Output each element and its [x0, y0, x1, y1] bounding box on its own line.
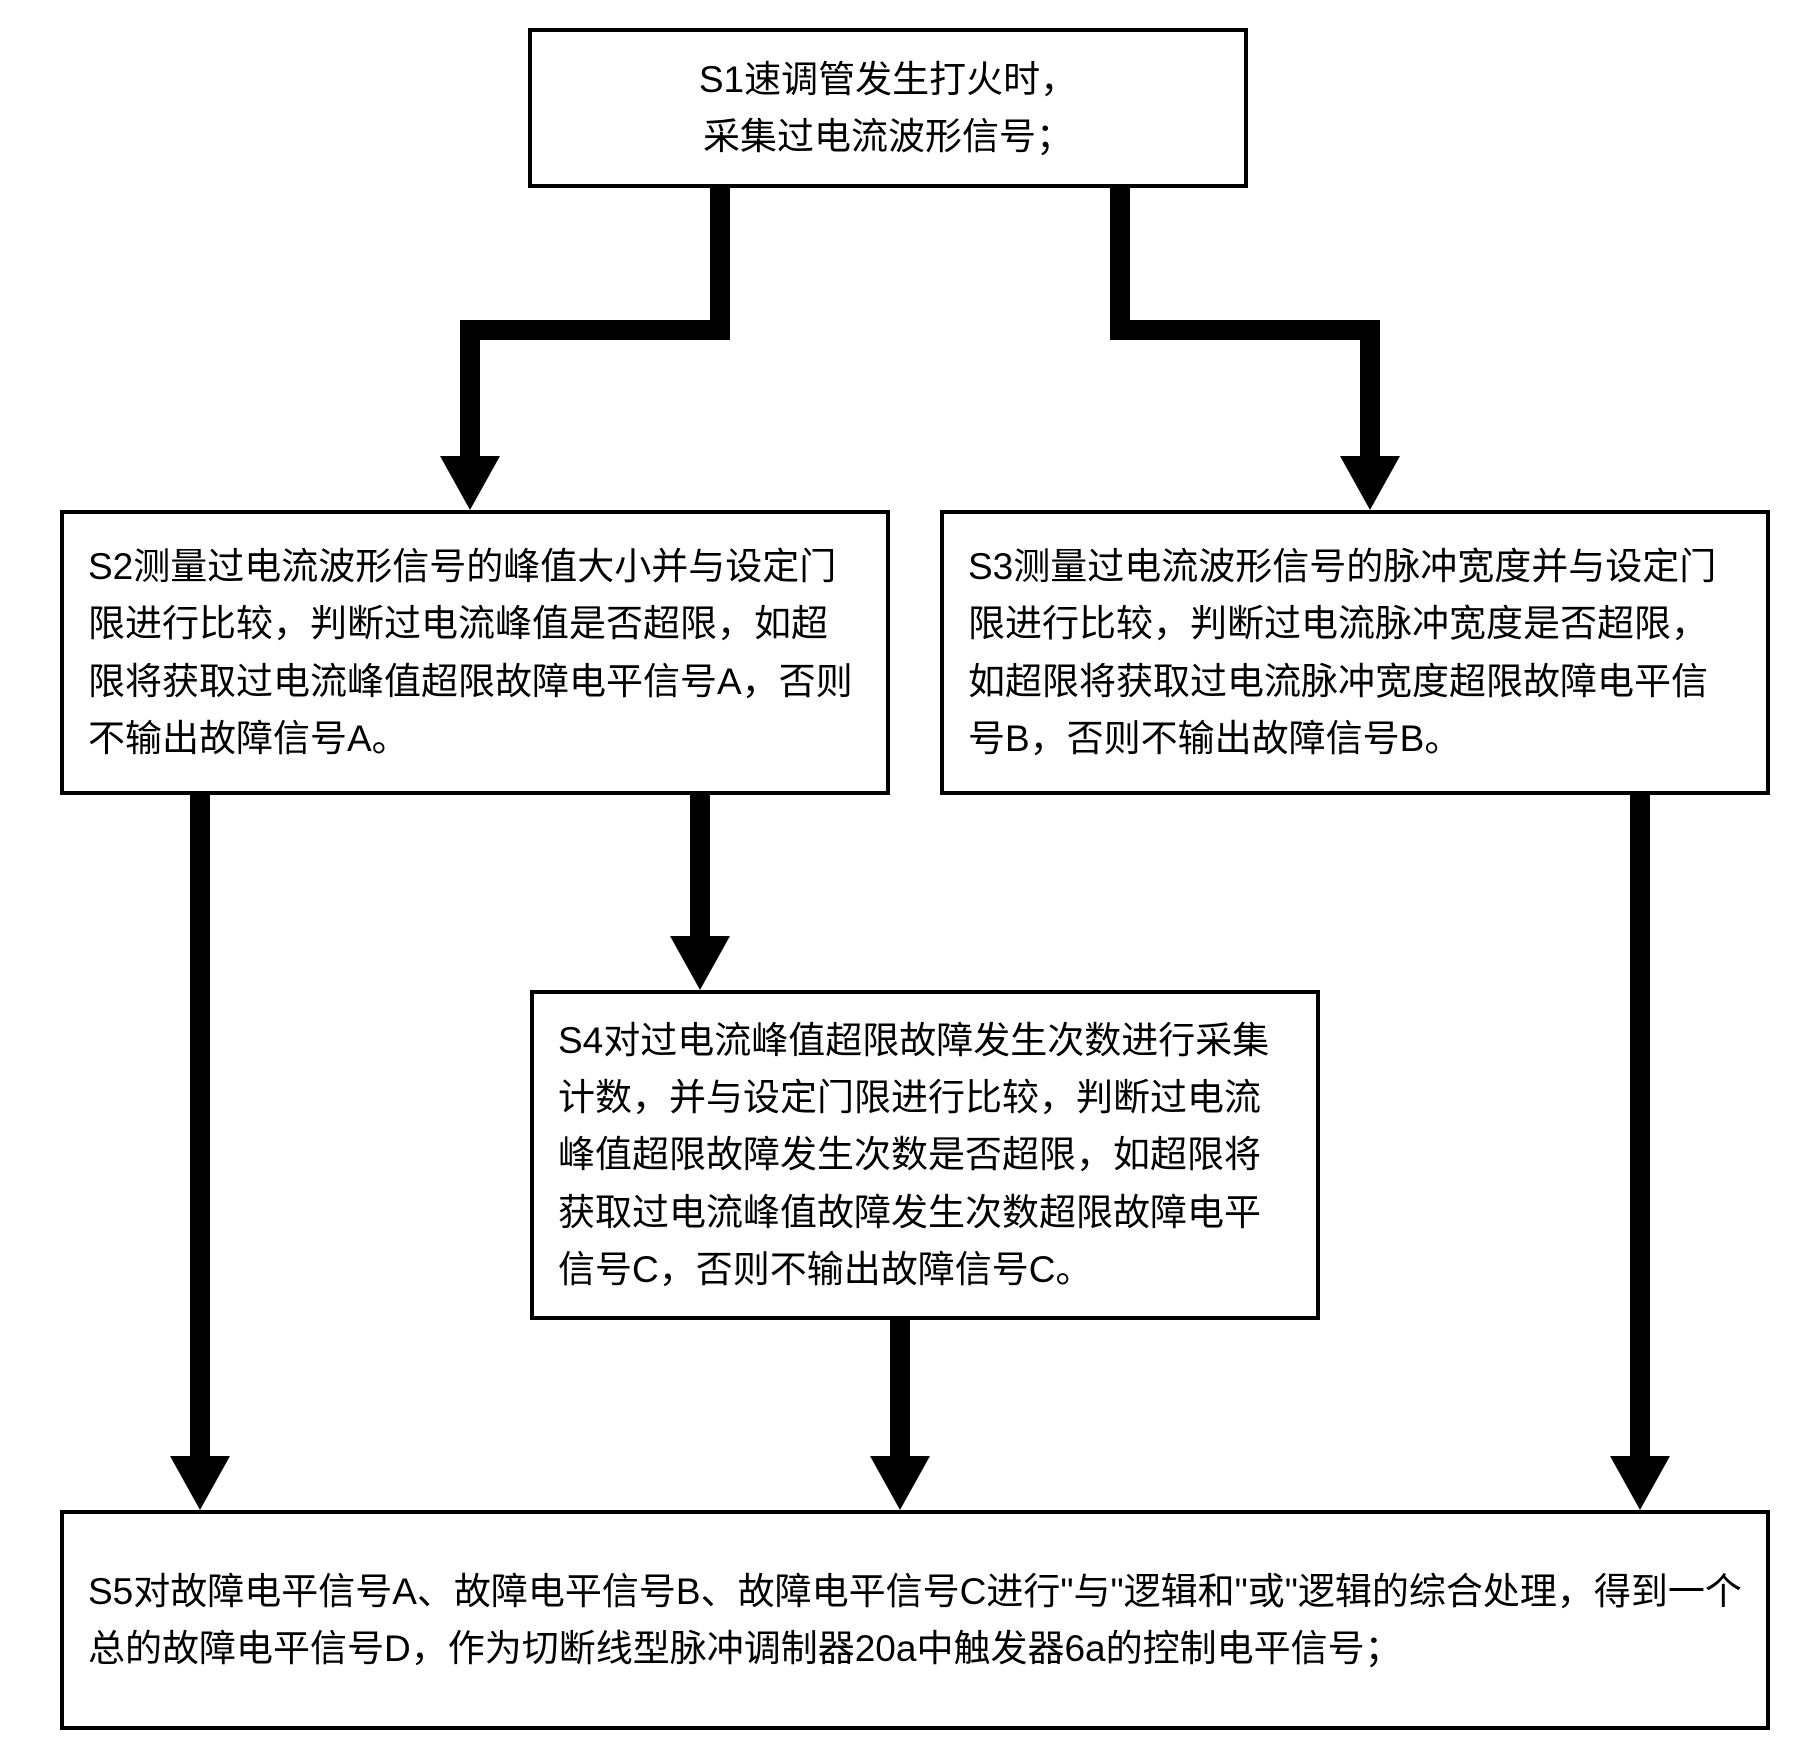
- node-s1: S1速调管发生打火时，采集过电流波形信号；: [528, 28, 1248, 188]
- node-s4-text: S4对过电流峰值超限故障发生次数进行采集计数，并与设定门限进行比较，判断过电流峰…: [558, 1012, 1292, 1299]
- flowchart-canvas: S1速调管发生打火时，采集过电流波形信号； S2测量过电流波形信号的峰值大小并与…: [0, 0, 1806, 1754]
- node-s4: S4对过电流峰值超限故障发生次数进行采集计数，并与设定门限进行比较，判断过电流峰…: [530, 990, 1320, 1320]
- node-s5: S5对故障电平信号A、故障电平信号B、故障电平信号C进行"与"逻辑和"或"逻辑的…: [60, 1510, 1770, 1730]
- edges-layer: [0, 0, 1806, 1754]
- node-s3: S3测量过电流波形信号的脉冲宽度并与设定门限进行比较，判断过电流脉冲宽度是否超限…: [940, 510, 1770, 795]
- node-s2-text: S2测量过电流波形信号的峰值大小并与设定门限进行比较，判断过电流峰值是否超限，如…: [88, 538, 862, 767]
- node-s3-text: S3测量过电流波形信号的脉冲宽度并与设定门限进行比较，判断过电流脉冲宽度是否超限…: [968, 538, 1742, 767]
- node-s1-text: S1速调管发生打火时，采集过电流波形信号；: [699, 51, 1077, 166]
- node-s2: S2测量过电流波形信号的峰值大小并与设定门限进行比较，判断过电流峰值是否超限，如…: [60, 510, 890, 795]
- node-s5-text: S5对故障电平信号A、故障电平信号B、故障电平信号C进行"与"逻辑和"或"逻辑的…: [88, 1563, 1742, 1678]
